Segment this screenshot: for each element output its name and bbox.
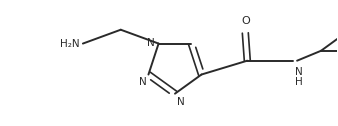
Text: N: N — [147, 38, 154, 48]
Text: N
H: N H — [295, 67, 303, 87]
Text: N: N — [177, 97, 185, 107]
Text: O: O — [241, 16, 250, 26]
Text: H₂N: H₂N — [60, 39, 80, 49]
Text: N: N — [139, 77, 146, 87]
